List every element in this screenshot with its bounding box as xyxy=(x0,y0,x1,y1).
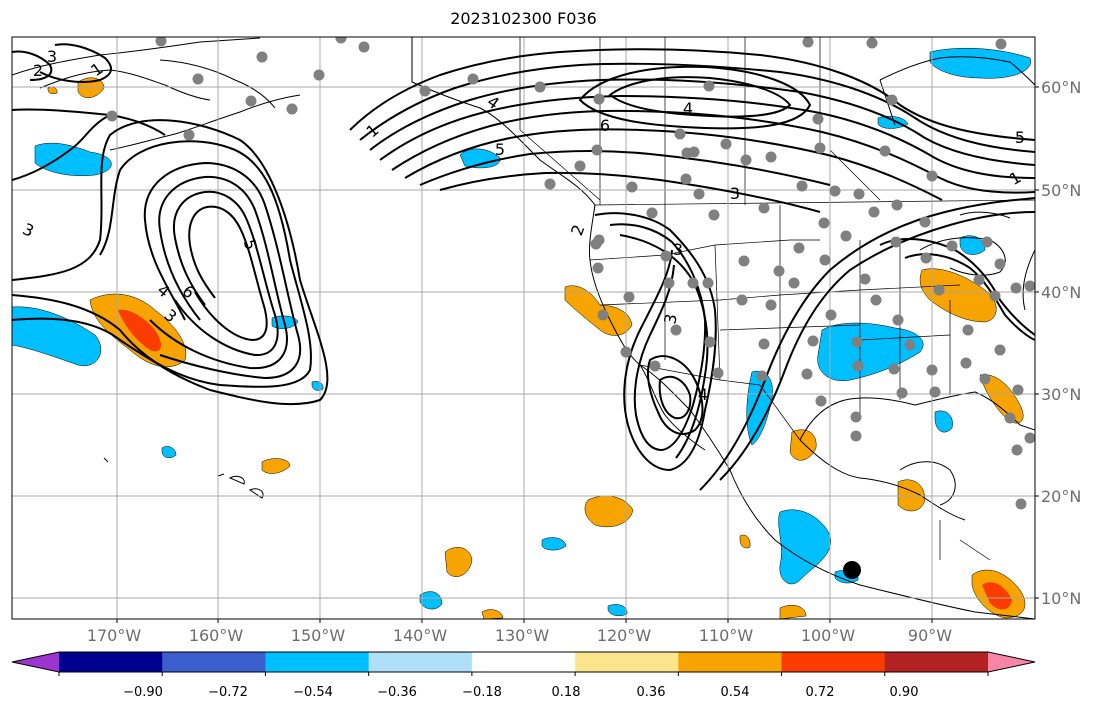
negative-anomaly-patch xyxy=(459,148,501,169)
positive-anomaly-patch xyxy=(779,605,807,619)
lon-label: 120°W xyxy=(597,626,652,645)
negative-anomaly-patch xyxy=(161,446,177,459)
lat-label: 50°N xyxy=(1041,181,1081,200)
colorbar-tick-label: 0.54 xyxy=(721,685,750,700)
lon-label: 100°W xyxy=(801,626,856,645)
contour-label: 5 xyxy=(495,140,505,159)
contour-label: 3 xyxy=(730,184,740,203)
contour-label: 5 xyxy=(240,237,261,252)
colorbar xyxy=(11,651,1036,676)
positive-anomaly-patch xyxy=(897,479,926,512)
anomaly-shading xyxy=(12,47,1031,619)
negative-anomaly-patch xyxy=(34,142,112,176)
contour-label: 3 xyxy=(660,312,680,325)
negative-anomaly-patch xyxy=(607,604,628,617)
negative-anomaly-patch xyxy=(817,322,924,382)
colorbar-segment xyxy=(162,652,266,672)
positive-anomaly-patch xyxy=(739,534,751,549)
positive-anomaly-patch xyxy=(261,458,291,474)
colorbar-segment xyxy=(781,652,886,672)
contour-label: 3 xyxy=(673,240,683,259)
negative-anomaly-patch xyxy=(934,410,953,433)
negative-anomaly-patch xyxy=(877,116,909,129)
lat-label: 60°N xyxy=(1041,78,1081,97)
positive-anomaly-patch xyxy=(444,547,473,577)
location-marker xyxy=(843,561,861,579)
positive-anomaly-patch xyxy=(979,374,1024,424)
colorbar-tick-label: −0.90 xyxy=(123,685,163,700)
lat-label: 30°N xyxy=(1041,385,1081,404)
colorbar-labels: −0.90 −0.72 −0.54 −0.36 −0.18 0.18 0.36 … xyxy=(123,685,918,700)
negative-anomaly-patch xyxy=(959,235,986,255)
positive-anomaly-patch xyxy=(789,429,817,461)
colorbar-segment xyxy=(678,652,783,672)
colorbar-tick-label: −0.72 xyxy=(208,685,248,700)
negative-anomaly-patch xyxy=(929,47,1031,79)
colorbar-segment xyxy=(59,652,163,672)
contour-lines xyxy=(12,43,1035,491)
positive-anomaly-patch xyxy=(47,86,58,95)
colorbar-tick-label: 0.90 xyxy=(890,685,919,700)
negative-anomaly-patch xyxy=(778,509,832,585)
positive-anomaly-patch xyxy=(564,285,633,336)
negative-anomaly-patch xyxy=(541,537,567,551)
colorbar-segment xyxy=(368,652,473,672)
negative-anomaly-patch xyxy=(419,591,443,610)
contour-label: 3 xyxy=(47,47,57,66)
lon-label: 90°W xyxy=(908,626,952,645)
negative-anomaly-patch xyxy=(12,306,101,367)
lat-label: 20°N xyxy=(1041,487,1081,506)
contour-label: 4 xyxy=(683,99,693,118)
colorbar-segment xyxy=(575,652,679,672)
contour-label: 4 xyxy=(698,385,708,404)
colorbar-segment xyxy=(884,652,989,672)
contour-label: 2 xyxy=(33,61,43,80)
longitude-labels: 170°W 160°W 150°W 140°W 130°W 120°W 110°… xyxy=(87,626,952,645)
lon-label: 140°W xyxy=(393,626,448,645)
lat-label: 40°N xyxy=(1041,283,1081,302)
axis-ticks xyxy=(116,86,1039,623)
positive-anomaly-patch xyxy=(584,495,634,528)
contour-label: 6 xyxy=(600,116,610,135)
negative-anomaly-patch xyxy=(746,370,773,446)
positive-anomaly-patch xyxy=(481,609,504,619)
colorbar-tick-label: −0.36 xyxy=(377,685,417,700)
map-title: 2023102300 F036 xyxy=(450,9,597,28)
colorbar-segment xyxy=(265,652,370,672)
contour-label: 5 xyxy=(1015,128,1025,147)
colorbar-tick-label: −0.54 xyxy=(293,685,333,700)
lon-label: 130°W xyxy=(495,626,550,645)
lon-label: 110°W xyxy=(699,626,754,645)
colorbar-tick-label: 0.72 xyxy=(806,685,835,700)
lat-label: 10°N xyxy=(1041,589,1081,608)
colorbar-tick-label: 0.18 xyxy=(552,685,581,700)
colorbar-extension-low xyxy=(12,652,59,672)
lon-label: 170°W xyxy=(87,626,142,645)
colorbar-tick-label: 0.36 xyxy=(637,685,666,700)
positive-anomaly-patch xyxy=(982,582,1012,610)
lon-label: 160°W xyxy=(189,626,244,645)
lon-label: 150°W xyxy=(291,626,346,645)
colorbar-segment xyxy=(471,652,576,672)
colorbar-tick-label: −0.18 xyxy=(462,685,502,700)
colorbar-extension-high xyxy=(988,652,1035,672)
latitude-labels: 60°N 50°N 40°N 30°N 20°N 10°N xyxy=(1041,78,1081,608)
positive-anomaly-patch xyxy=(118,309,162,352)
station-dots xyxy=(106,37,1035,510)
